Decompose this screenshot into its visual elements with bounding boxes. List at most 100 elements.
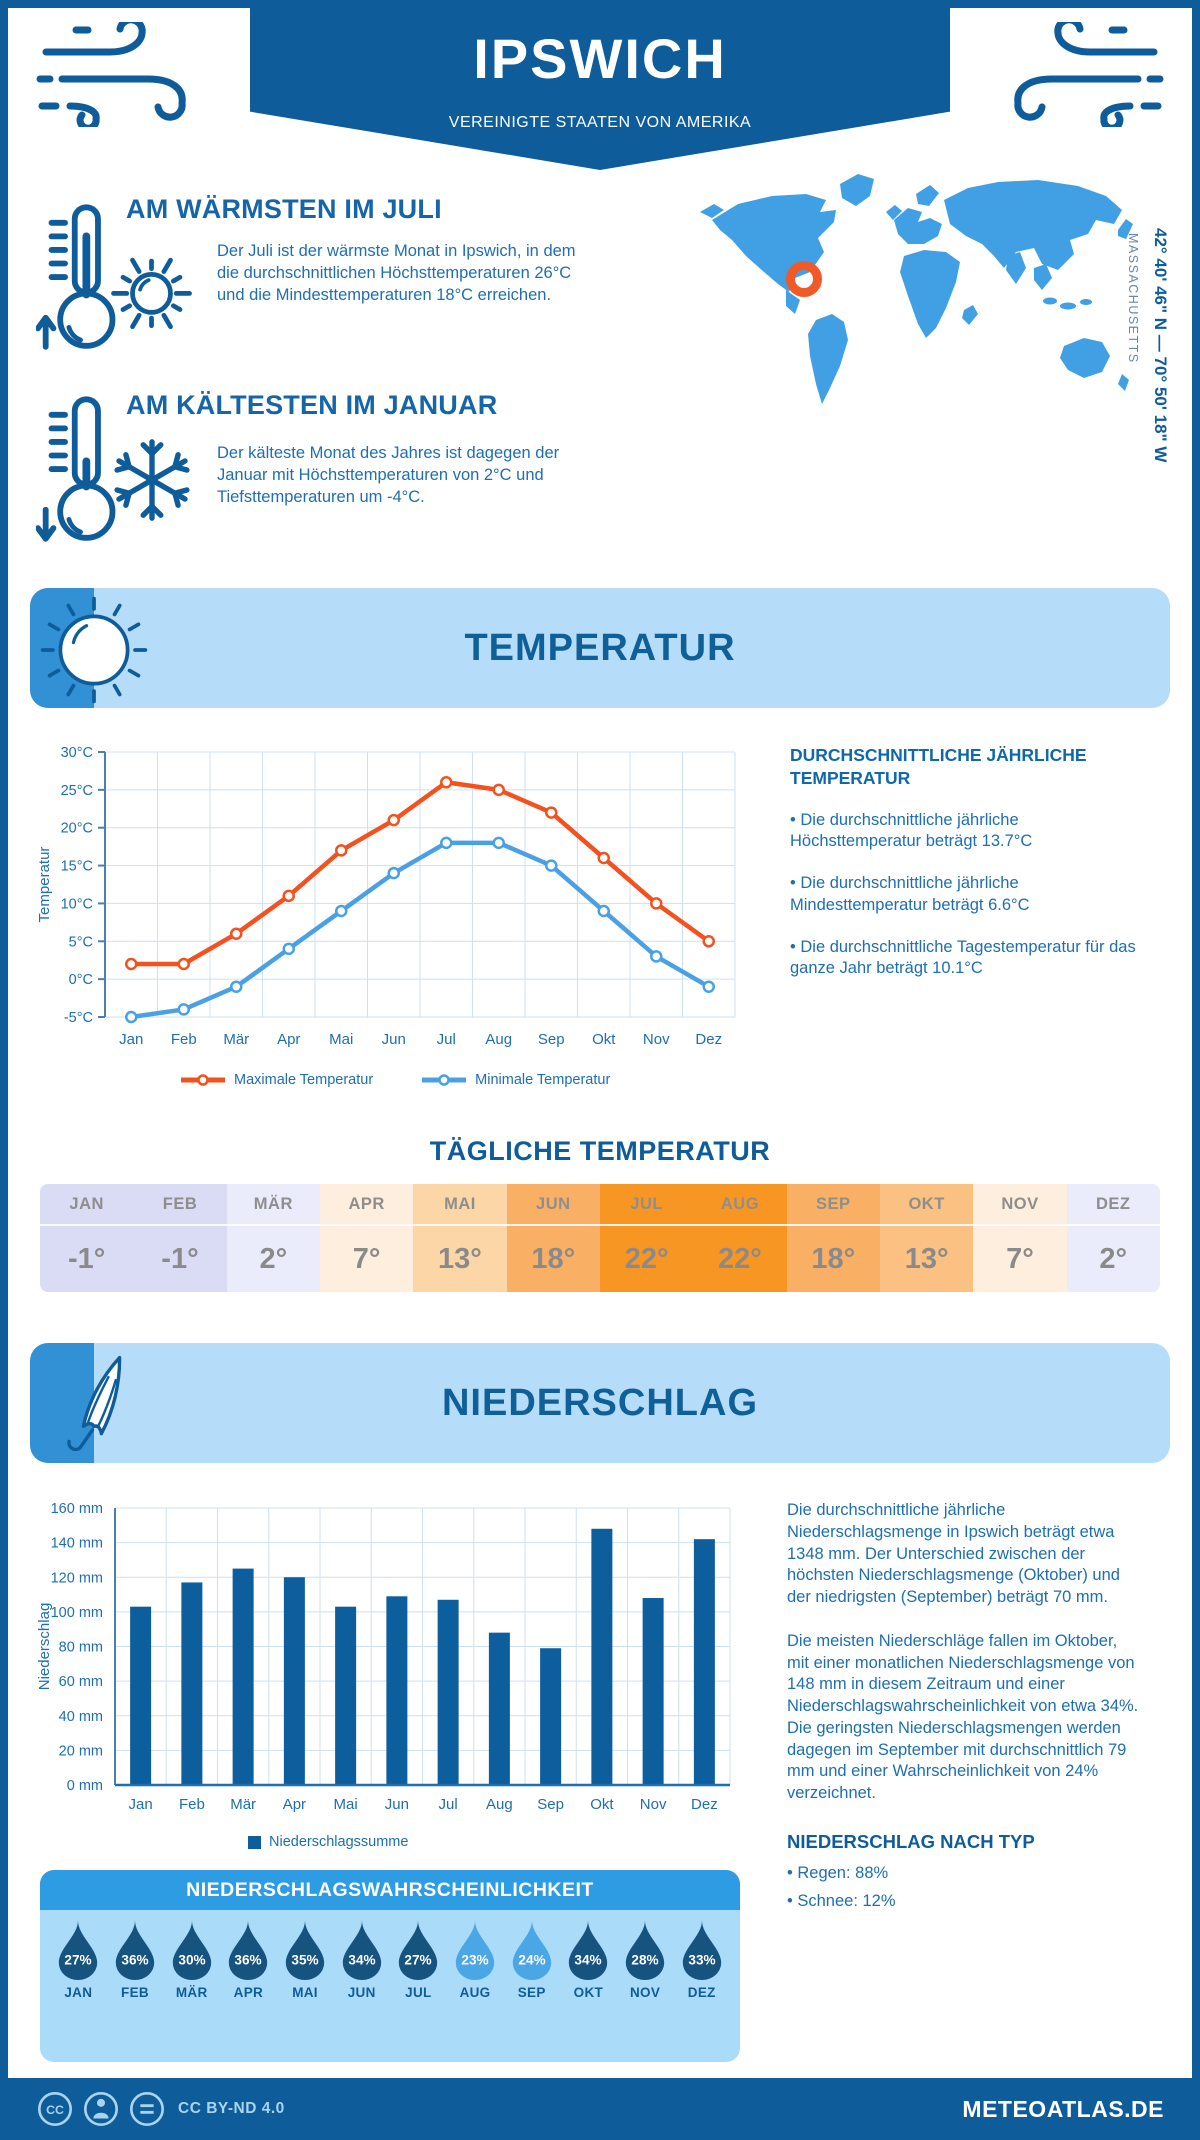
data-point <box>230 927 243 940</box>
probability-droplet: 34% OKT <box>560 1918 617 2000</box>
data-point <box>335 844 348 857</box>
data-point <box>492 836 505 850</box>
data-point <box>440 776 453 789</box>
gridlines <box>114 1507 731 1786</box>
data-point <box>387 866 400 880</box>
page-title: IPSWICH <box>473 27 727 90</box>
data-point <box>597 904 610 918</box>
bar <box>283 1577 305 1785</box>
daily-temp-cell: MÄR 2° <box>226 1184 320 1292</box>
precipitation-section-title: NIEDERSCHLAG <box>441 1382 759 1424</box>
location-marker <box>786 261 822 297</box>
daily-temp-cell: JAN -1° <box>40 1184 134 1292</box>
max-temp-line <box>131 780 711 967</box>
precipitation-type: • Schnee: 12% <box>787 1891 896 1910</box>
precipitation-paragraph: Die durchschnittliche jährliche Niedersc… <box>787 1501 1120 1607</box>
daily-temp-cell: JUL 22° <box>599 1184 694 1292</box>
data-point <box>230 980 243 993</box>
site-label: METEOATLAS.DE <box>962 2095 1164 2122</box>
svg-text:36%: 36% <box>235 1952 262 1967</box>
svg-text:120 mm: 120 mm <box>51 1570 103 1586</box>
region-label: MASSACHUSETTS <box>1126 233 1140 364</box>
droplet-icon: 35% <box>285 1920 325 1980</box>
svg-text:CC: CC <box>46 2103 64 2117</box>
bar <box>437 1599 459 1785</box>
svg-text:Dez: Dez <box>691 1796 718 1813</box>
droplet-icon: 34% <box>342 1920 381 1980</box>
svg-text:Apr: Apr <box>283 1796 306 1813</box>
probability-droplet: 28% NOV <box>617 1918 674 2000</box>
world-map <box>700 174 1133 404</box>
precipitation-section-header: NIEDERSCHLAG <box>30 1343 1170 1463</box>
svg-text:80 mm: 80 mm <box>59 1640 103 1656</box>
license-label: CC BY-ND 4.0 <box>178 2100 285 2117</box>
summary-bullet: • Die durchschnittliche jährliche Mindes… <box>790 874 1030 914</box>
data-point <box>440 836 453 850</box>
svg-text:Mär: Mär <box>230 1796 256 1813</box>
data-point <box>492 783 505 797</box>
attribution-icon <box>83 2091 119 2127</box>
line-chart-legend: Maximale Temperatur Minimale Temperatur <box>180 1072 610 1088</box>
svg-text:28%: 28% <box>631 1952 658 1967</box>
precipitation-probability-panel: NIEDERSCHLAGSWAHRSCHEINLICHKEIT 27% JAN 36… <box>40 1870 740 2062</box>
svg-text:Mai: Mai <box>334 1796 358 1813</box>
svg-text:Sep: Sep <box>537 1796 564 1813</box>
daily-temp-cell: MAI 13° <box>413 1184 507 1292</box>
daily-temp-cell: AUG 22° <box>693 1184 787 1292</box>
warmest-title: AM WÄRMSTEN IM JULI <box>126 194 442 224</box>
svg-text:Niederschlag: Niederschlag <box>36 1603 53 1691</box>
svg-text:27%: 27% <box>405 1952 432 1967</box>
data-point <box>597 851 610 865</box>
thermometer-warm-icon <box>36 204 116 350</box>
no-derivatives-icon <box>129 2091 165 2127</box>
probability-droplet: 33% DEZ <box>673 1918 730 2000</box>
coldest-title: AM KÄLTESTEN IM JANUAR <box>126 390 498 420</box>
svg-text:100 mm: 100 mm <box>51 1605 103 1621</box>
droplet-icon: 27% <box>59 1920 98 1980</box>
bar <box>386 1596 408 1785</box>
data-point <box>177 957 190 971</box>
svg-text:35%: 35% <box>291 1952 318 1967</box>
svg-text:Jan: Jan <box>129 1796 153 1813</box>
bar-chart-legend: Niederschlagssumme <box>248 1834 408 1850</box>
droplet-icon: 27% <box>399 1920 438 1980</box>
data-point <box>702 980 715 993</box>
svg-text:36%: 36% <box>121 1952 148 1967</box>
precipitation-type-title: NIEDERSCHLAG NACH TYP <box>787 1830 1035 1852</box>
daily-temp-cell: DEZ 2° <box>1066 1184 1160 1292</box>
temperature-section-header: TEMPERATUR <box>30 588 1170 708</box>
sun-badge-icon <box>40 596 148 704</box>
summary-title: DURCHSCHNITTLICHE JÄHRLICHE TEMPERATUR <box>790 745 1087 788</box>
sun-icon <box>111 257 192 330</box>
svg-text:30%: 30% <box>178 1952 205 1967</box>
probability-droplet: 34% JUN <box>333 1918 390 2000</box>
warmest-text: Der Juli ist der wärmste Monat in Ipswic… <box>217 242 576 305</box>
legend-label: Niederschlagssumme <box>269 1834 409 1850</box>
daily-temp-cell: SEP 18° <box>786 1184 880 1292</box>
gridlines <box>98 751 736 1018</box>
legend-swatch <box>248 1835 261 1849</box>
bar <box>642 1598 664 1785</box>
bar <box>130 1606 152 1785</box>
svg-text:Feb: Feb <box>179 1796 205 1813</box>
data-point <box>387 813 400 827</box>
svg-text:Jun: Jun <box>382 1031 406 1048</box>
svg-text:Dez: Dez <box>695 1031 722 1048</box>
droplet-icon: 36% <box>229 1920 268 1980</box>
probability-title: NIEDERSCHLAGSWAHRSCHEINLICHKEIT <box>40 1870 740 1910</box>
svg-text:30°C: 30°C <box>61 745 93 761</box>
svg-text:0°C: 0°C <box>69 972 93 988</box>
probability-droplet: 30% MÄR <box>163 1918 220 2000</box>
svg-text:Apr: Apr <box>277 1031 300 1048</box>
daily-temperature-table: JAN -1° FEB -1° MÄR 2° APR 7° MAI 13° JUN 18° JUL 22°… <box>40 1184 1160 1292</box>
data-point <box>650 897 663 910</box>
daily-temp-cell: NOV 7° <box>973 1184 1067 1292</box>
svg-text:25°C: 25°C <box>61 783 93 799</box>
coldest-text: Der kälteste Monat des Jahres ist dagege… <box>217 444 560 507</box>
data-point <box>177 1003 190 1016</box>
data-point <box>650 950 663 963</box>
data-point <box>702 935 715 948</box>
thermometer-cold-icon <box>36 396 116 542</box>
droplet-icon: 36% <box>115 1920 155 1980</box>
